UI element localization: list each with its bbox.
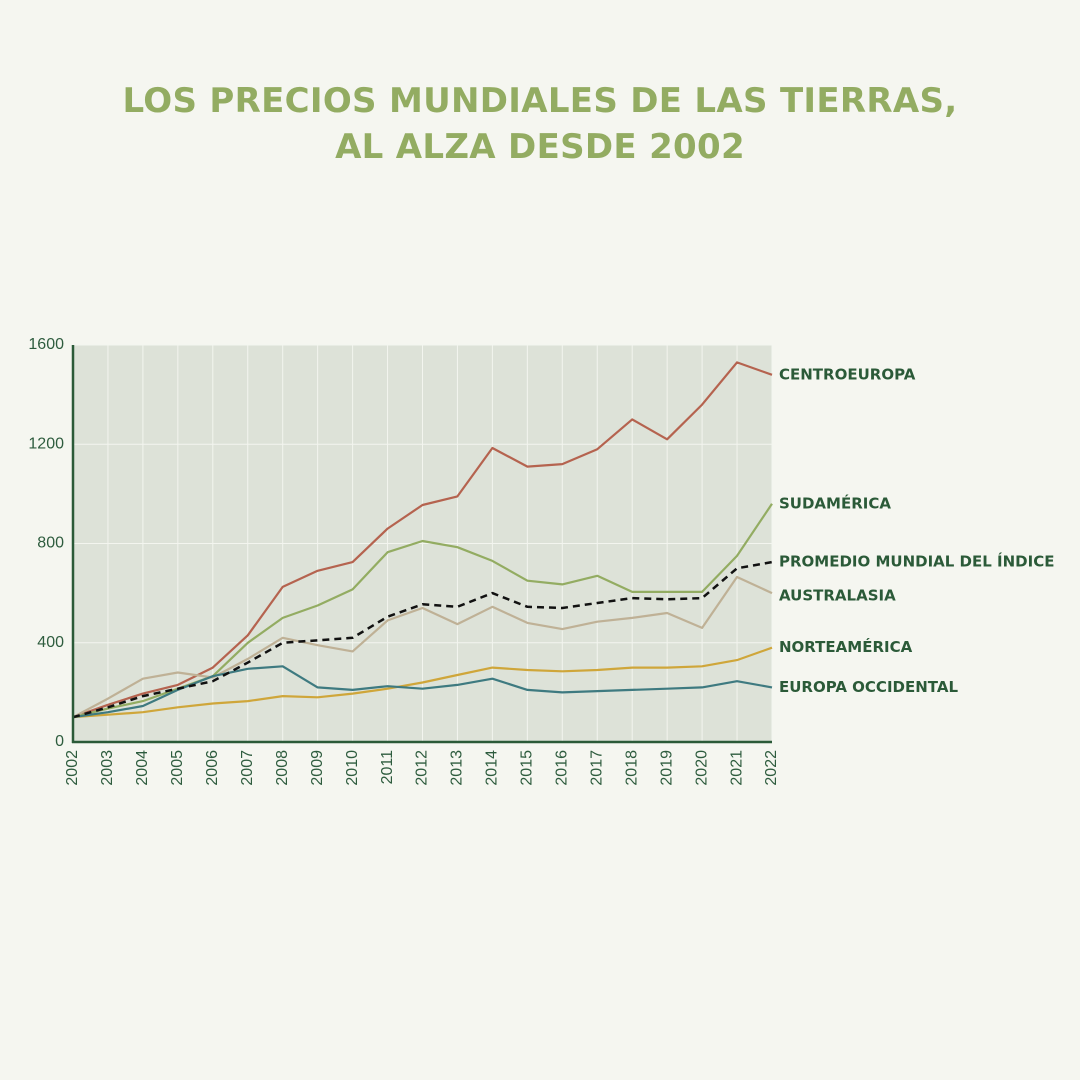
series-label-sudamerica: SUDAMÉRICA (779, 493, 891, 512)
chart-title: LOS PRECIOS MUNDIALES DE LAS TIERRAS, AL… (0, 78, 1080, 170)
series-label-australasia: AUSTRALASIA (779, 587, 896, 605)
series-label-norteamerica: NORTEAMÉRICA (779, 637, 913, 656)
x-tick-label: 2007 (239, 750, 256, 786)
x-tick-label: 2013 (449, 750, 466, 786)
x-tick-label: 2012 (414, 750, 431, 786)
y-tick-label: 1600 (28, 336, 64, 353)
x-tick-label: 2015 (519, 750, 536, 786)
y-tick-label: 400 (37, 634, 64, 651)
x-tick-label: 2011 (379, 750, 396, 785)
x-axis-ticks: 2002 2003 2004 2005 2006 2007 2008 2009 2010 2011… (64, 750, 780, 786)
x-tick-label: 2009 (309, 750, 326, 786)
x-tick-label: 2006 (204, 750, 221, 786)
series-lines (72, 361, 773, 719)
chart-title-line-1: LOS PRECIOS MUNDIALES DE LAS TIERRAS, (122, 81, 958, 121)
series-line-promedio-mundial-del-indice (72, 560, 773, 719)
series-line-centroeuropa (72, 361, 773, 719)
series-label-promedio-mundial-del-indice: PROMEDIO MUNDIAL DEL ÍNDICE (779, 552, 1054, 571)
y-axis-ticks: 0 400 800 1200 1600 (28, 336, 64, 750)
y-tick-label: 0 (55, 733, 64, 750)
series-line-norteamerica (72, 646, 773, 719)
series-label-europa-occidental: EUROPA OCCIDENTAL (779, 678, 958, 696)
x-tick-label: 2019 (658, 750, 675, 786)
x-tick-label: 2008 (274, 750, 291, 786)
x-tick-label: 2020 (693, 750, 710, 786)
grid-lines (73, 344, 773, 742)
x-tick-label: 2016 (554, 750, 571, 786)
x-tick-label: 2003 (99, 750, 116, 786)
series-line-australasia (72, 575, 773, 719)
x-tick-label: 2010 (344, 750, 361, 786)
x-tick-label: 2022 (763, 750, 780, 786)
x-tick-label: 2021 (728, 750, 745, 786)
series-labels: CENTROEUROPA SUDAMÉRICA PROMEDIO MUNDIAL D… (779, 365, 1054, 696)
chart-title-line-2: AL ALZA DESDE 2002 (335, 127, 745, 167)
y-tick-label: 800 (37, 535, 64, 552)
x-tick-label: 2002 (64, 750, 81, 786)
x-tick-label: 2005 (169, 750, 186, 786)
series-label-centroeuropa: CENTROEUROPA (779, 365, 916, 383)
x-tick-label: 2004 (134, 750, 151, 786)
y-tick-label: 1200 (28, 435, 64, 452)
x-tick-label: 2017 (588, 750, 605, 786)
x-tick-label: 2014 (484, 750, 501, 786)
x-tick-label: 2018 (623, 750, 640, 786)
